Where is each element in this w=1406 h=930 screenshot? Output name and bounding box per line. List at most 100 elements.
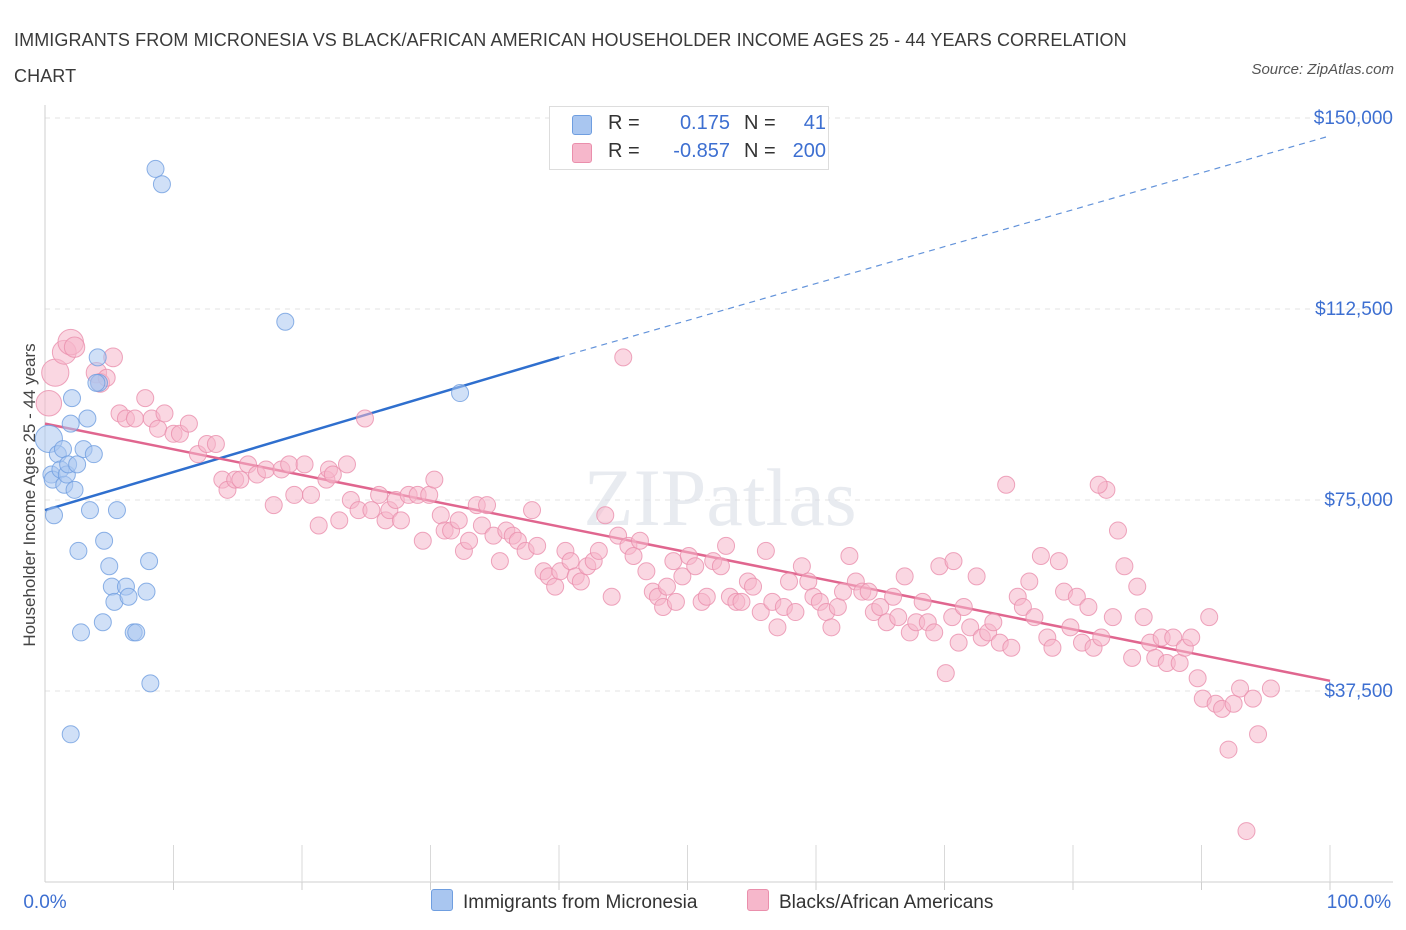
black-african-american-point: [967, 567, 986, 586]
black-african-american-point: [925, 623, 944, 642]
black-african-american-point: [895, 567, 914, 586]
black-african-american-point: [717, 536, 736, 555]
micronesia-point: [68, 455, 87, 474]
black-african-american-point: [799, 572, 818, 591]
black-african-american-point: [472, 516, 491, 535]
black-african-american-point: [751, 603, 770, 622]
watermark: ZIPatlas: [583, 452, 856, 543]
black-african-american-point: [206, 434, 225, 453]
x-tick-label: 0.0%: [23, 892, 66, 913]
micronesia-point: [88, 348, 107, 367]
black-african-american-point: [657, 577, 676, 596]
black-african-american-point: [1079, 597, 1098, 616]
black-african-american-point: [596, 506, 615, 525]
black-african-american-point: [1231, 679, 1250, 698]
black-african-american-point: [614, 348, 633, 367]
black-african-american-point: [1261, 679, 1280, 698]
axis-layer: [44, 105, 1393, 890]
micronesia-point: [146, 159, 165, 178]
black-african-american-point: [1188, 669, 1207, 688]
black-african-american-point: [943, 608, 962, 627]
black-african-american-point: [295, 455, 314, 474]
black-african-american-point: [961, 618, 980, 637]
black-african-american-point: [370, 485, 389, 504]
black-african-american-point: [264, 496, 283, 515]
black-african-american-point: [136, 389, 155, 408]
x-tick-label: 100.0%: [1327, 892, 1392, 913]
micronesia-point: [44, 506, 63, 525]
black-african-american-point: [997, 475, 1016, 494]
micronesia-point: [137, 582, 156, 601]
black-african-american-point: [1115, 557, 1134, 576]
source-label: Source: ZipAtlas.com: [1251, 61, 1394, 78]
legend-n-value: 41: [803, 112, 826, 134]
black-african-american-point: [362, 501, 381, 520]
black-african-american-point: [954, 597, 973, 616]
micronesia-trendline-extension: [558, 135, 1331, 358]
black-african-american-point: [309, 516, 328, 535]
black-african-american-point: [949, 633, 968, 652]
black-african-american-point: [792, 557, 811, 576]
black-african-american-point: [337, 455, 356, 474]
black-african-american-point: [1243, 689, 1262, 708]
y-tick-label: $75,000: [1324, 490, 1393, 511]
black-african-american-point: [561, 552, 580, 571]
black-african-american-point: [624, 547, 643, 566]
black-african-american-point: [786, 603, 805, 622]
black-african-american-point: [732, 592, 751, 611]
legend-n-label: N =: [744, 140, 776, 162]
black-african-american-point: [768, 618, 787, 637]
black-african-american-point: [460, 531, 479, 550]
black-african-american-point: [666, 592, 685, 611]
black-african-american-point: [884, 587, 903, 606]
black-african-american-point: [871, 597, 890, 616]
black-african-american-point: [697, 587, 716, 606]
micronesia-point: [140, 552, 159, 571]
black-african-american-point: [664, 552, 683, 571]
black-african-american-point: [602, 587, 621, 606]
black-african-american-point: [1020, 572, 1039, 591]
bottom-legend-swatch-pink: [747, 889, 769, 911]
legend-swatch-pink: [572, 143, 592, 163]
black-african-american-point: [630, 531, 649, 550]
black-african-american-point: [711, 557, 730, 576]
micronesia-point: [276, 312, 295, 331]
micronesia-point: [71, 623, 90, 642]
micronesia-point: [84, 445, 103, 464]
black-african-american-point: [686, 557, 705, 576]
black-african-american-point: [859, 582, 878, 601]
black-african-american-point: [149, 419, 168, 438]
black-african-american-point: [1128, 577, 1147, 596]
black-african-american-point: [1061, 618, 1080, 637]
black-african-american-point: [1108, 521, 1127, 540]
black-african-american-point: [1031, 547, 1050, 566]
micronesia-point: [69, 541, 88, 560]
micronesia-point: [53, 440, 72, 459]
black-african-american-point: [285, 485, 304, 504]
black-african-american-point: [1002, 638, 1021, 657]
black-african-american-point: [1089, 475, 1108, 494]
micronesia-point: [127, 623, 146, 642]
black-african-american-point: [63, 336, 86, 358]
black-african-american-point: [301, 485, 320, 504]
black-african-american-point: [355, 409, 374, 428]
black-african-american-point: [1049, 552, 1068, 571]
black-african-american-point: [889, 608, 908, 627]
micronesia-point: [119, 587, 138, 606]
black-african-american-point: [1123, 648, 1142, 667]
black-african-american-point: [673, 567, 692, 586]
label-layer: $37,500 $75,000 $112,500 $150,000 0.0% 100.0%: [23, 108, 1393, 913]
micronesia-trendline: [44, 356, 560, 512]
black-african-american-point: [1025, 608, 1044, 627]
micronesia-point: [107, 501, 126, 520]
stats-legend: R = 0.175 N = 41 R = -0.857 N = 200: [549, 106, 829, 170]
legend-r-label: R =: [608, 140, 640, 162]
micronesia-point: [87, 373, 106, 392]
black-african-american-point: [125, 409, 144, 428]
black-african-american-point: [391, 511, 410, 530]
black-african-american-point: [523, 501, 542, 520]
y-tick-label: $112,500: [1315, 299, 1393, 320]
black-african-american-point: [280, 455, 299, 474]
black-african-american-point: [1013, 597, 1032, 616]
